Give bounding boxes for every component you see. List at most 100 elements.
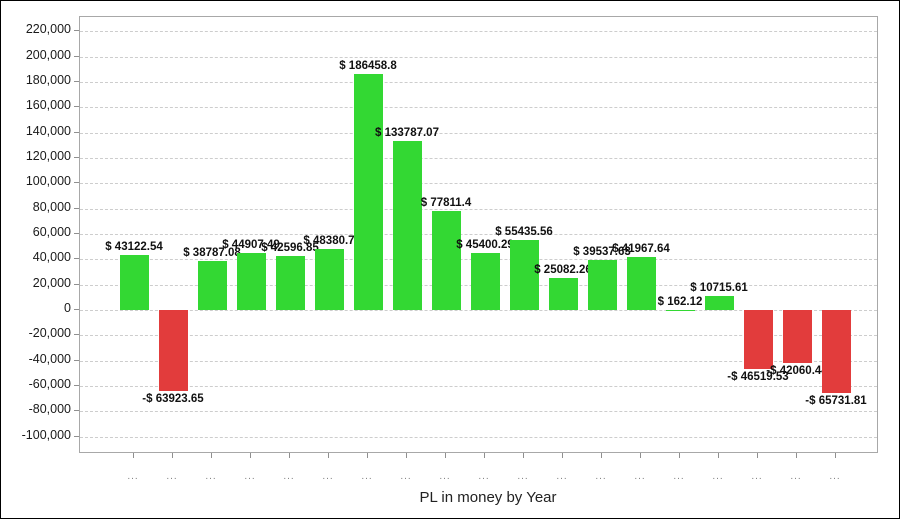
x-axis-tick	[406, 453, 407, 458]
bar-value-label: $ 42596.85	[261, 242, 319, 255]
y-tick-label: -100,000	[21, 427, 71, 442]
y-axis-tick	[74, 384, 79, 386]
y-axis-tick	[74, 207, 79, 209]
bar	[626, 256, 656, 310]
x-tick-label: ...	[166, 471, 178, 482]
x-axis-tick	[718, 453, 719, 458]
bar	[548, 278, 578, 310]
x-axis-tick	[250, 453, 251, 458]
gridline	[80, 436, 877, 438]
x-tick-label: ...	[400, 471, 412, 482]
y-tick-label: 140,000	[25, 123, 71, 138]
y-tick-label: -60,000	[28, 376, 71, 391]
bar	[704, 296, 734, 310]
y-axis-tick	[74, 359, 79, 361]
x-axis-tick	[601, 453, 602, 458]
gridline	[80, 234, 877, 235]
y-axis-tick	[74, 334, 79, 336]
y-axis-tick	[74, 258, 79, 260]
x-tick-label: ...	[517, 471, 529, 482]
x-axis-tick	[328, 453, 329, 458]
y-tick-label: 40,000	[32, 250, 71, 265]
gridline	[80, 158, 877, 160]
y-axis-tick	[74, 157, 79, 159]
bar	[314, 248, 344, 310]
bar-value-label: $ 77811.4	[420, 197, 472, 210]
x-tick-label: ...	[322, 471, 334, 482]
x-axis-tick	[484, 453, 485, 458]
bar-value-label: $ 186458.8	[339, 59, 397, 72]
bar-value-label: $ 44907.49	[222, 239, 280, 252]
x-tick-label: ...	[283, 471, 295, 482]
bar	[392, 140, 422, 310]
bar	[743, 310, 773, 369]
bar	[509, 239, 539, 310]
bar-value-label: $ 48380.7	[303, 234, 355, 247]
bar-value-label: $ 162.12	[657, 295, 703, 308]
x-tick-label: ...	[556, 471, 568, 482]
bar-value-label: -$ 46519.53	[727, 370, 789, 383]
y-tick-label: 100,000	[25, 174, 71, 189]
x-axis-tick	[562, 453, 563, 458]
x-axis-tick	[367, 453, 368, 458]
bar-value-label: $ 45400.29	[456, 238, 514, 251]
bar	[275, 256, 305, 310]
y-tick-label: 160,000	[25, 98, 71, 113]
x-axis-tick	[679, 453, 680, 458]
y-tick-label: 220,000	[25, 22, 71, 37]
gridline	[80, 132, 877, 134]
bar	[782, 310, 812, 364]
x-axis-tick	[835, 453, 836, 458]
x-tick-label: ...	[439, 471, 451, 482]
x-axis-tick	[796, 453, 797, 458]
bar	[431, 211, 461, 310]
y-axis-tick	[74, 435, 79, 437]
y-tick-label: 60,000	[32, 225, 71, 239]
bar-value-label: $ 39537.63	[573, 245, 631, 258]
bar	[353, 73, 383, 310]
x-tick-label: ...	[361, 471, 373, 482]
y-tick-label: 120,000	[25, 149, 71, 164]
y-tick-label: 20,000	[32, 275, 71, 290]
y-axis-tick	[74, 55, 79, 57]
x-axis-tick	[523, 453, 524, 458]
bar	[821, 310, 851, 394]
x-tick-label: ...	[595, 471, 607, 482]
y-tick-label: -20,000	[28, 326, 71, 341]
gridline	[80, 183, 877, 185]
x-tick-label: ...	[751, 471, 763, 482]
y-axis-tick	[74, 182, 79, 184]
x-tick-label: ...	[673, 471, 685, 482]
y-tick-label: 0	[64, 301, 71, 315]
y-axis-tick	[74, 309, 79, 310]
x-tick-label: ...	[634, 471, 646, 482]
y-axis-tick	[74, 410, 79, 412]
bar	[470, 252, 500, 310]
y-axis-tick	[74, 283, 79, 285]
x-axis-tick	[133, 453, 134, 458]
gridline	[80, 360, 877, 362]
plot-area: $ 43122.54 -$ 63923.65 $ 38787.08 $ 44907.4…	[79, 16, 878, 453]
y-tick-label: 200,000	[25, 47, 71, 62]
gridline	[80, 31, 877, 33]
x-axis-tick	[757, 453, 758, 458]
x-axis-tick	[172, 453, 173, 458]
gridline	[80, 82, 877, 84]
bar	[119, 255, 149, 310]
y-tick-label: 80,000	[32, 199, 71, 214]
bar-value-label: $ 25082.26	[534, 264, 592, 277]
gridline	[80, 310, 877, 311]
y-axis-tick	[74, 131, 79, 133]
bar-value-label: $ 10715.61	[690, 282, 748, 295]
bar	[158, 310, 188, 391]
gridline	[80, 335, 877, 337]
bar-value-label: $ 38787.08	[183, 246, 241, 259]
y-tick-label: 180,000	[25, 73, 71, 88]
x-axis-tick	[640, 453, 641, 458]
x-tick-label: ...	[790, 471, 802, 482]
bar-value-label: -$ 42060.44	[766, 365, 828, 378]
x-tick-label: ...	[244, 471, 256, 482]
x-tick-label: ...	[478, 471, 490, 482]
x-tick-label: ...	[712, 471, 724, 482]
